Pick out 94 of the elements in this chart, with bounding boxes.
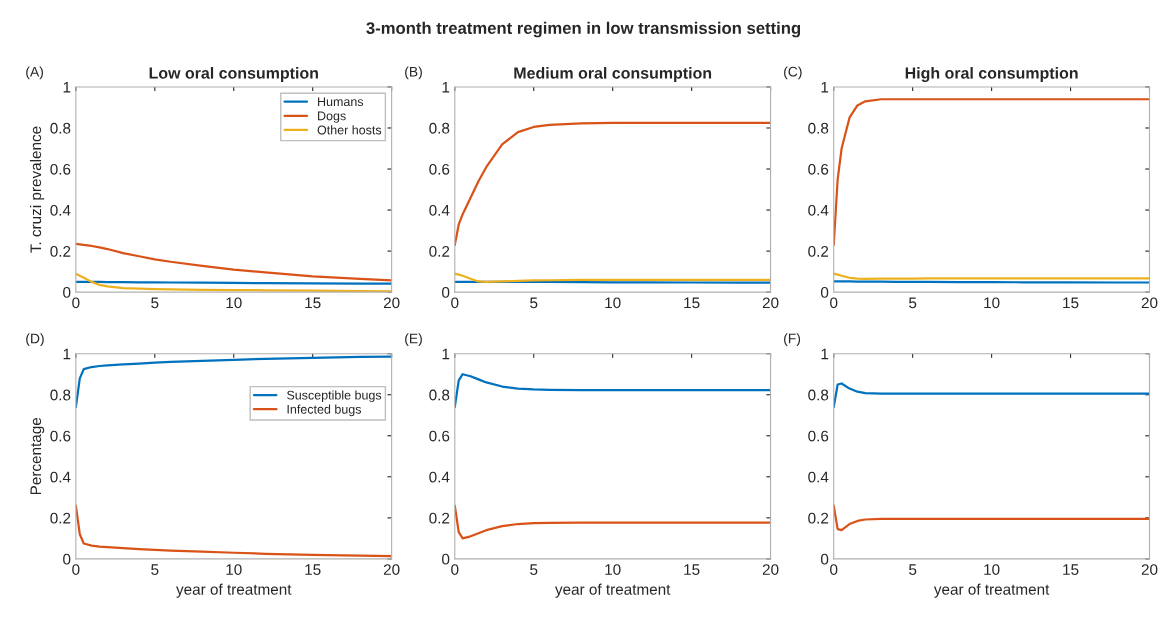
y-tick-label: 0 bbox=[442, 553, 450, 565]
text: (E) bbox=[405, 333, 422, 347]
text: (A) bbox=[26, 66, 43, 80]
y-tick-label: 1 bbox=[442, 348, 450, 360]
x-tick-label: 15 bbox=[305, 297, 321, 309]
y-tick-label: 0.8 bbox=[429, 389, 450, 401]
text: (F) bbox=[784, 333, 801, 347]
y-tick-label: 1 bbox=[821, 348, 829, 360]
x-tick-label: 20 bbox=[762, 297, 779, 309]
line-series bbox=[454, 373, 771, 409]
chart-title: Medium oral consumption bbox=[514, 67, 712, 82]
y-tick-label: 1 bbox=[63, 81, 71, 93]
x-tick-label: 5 bbox=[530, 564, 538, 575]
line-series bbox=[454, 504, 771, 540]
x-tick-label: 0 bbox=[451, 564, 459, 575]
y-axis-title: T. cruzi prevalence bbox=[29, 126, 45, 253]
y-tick-label: 0.8 bbox=[429, 122, 450, 134]
y-tick-label: 0 bbox=[63, 287, 71, 298]
y-tick-label: 0.8 bbox=[808, 122, 829, 134]
x-tick-label: 20 bbox=[383, 564, 400, 575]
x-tick-label: 20 bbox=[1141, 297, 1158, 309]
x-tick-label: 10 bbox=[226, 297, 242, 309]
x-tick-label: 0 bbox=[451, 297, 459, 309]
line-series bbox=[833, 98, 1150, 247]
x-tick-label: 10 bbox=[984, 564, 1000, 575]
chart-title: Low oral consumption bbox=[149, 67, 318, 82]
y-tick-label: 0.4 bbox=[50, 204, 71, 216]
x-tick-label: 5 bbox=[909, 297, 917, 309]
x-tick-label: 0 bbox=[830, 297, 838, 309]
y-tick-label: 0.8 bbox=[808, 389, 829, 401]
y-tick-label: 0.6 bbox=[50, 163, 71, 175]
y-tick-label: 0 bbox=[820, 287, 829, 298]
x-tick-label: 0 bbox=[72, 564, 80, 575]
x-tick-label: 20 bbox=[1141, 564, 1158, 575]
legend-label: Dogs bbox=[318, 111, 346, 123]
y-tick-label: 0.4 bbox=[808, 471, 829, 483]
x-axis-title: year of treatment bbox=[554, 583, 671, 598]
y-axis-title: Percentage bbox=[30, 417, 45, 495]
y-tick-label: 0.6 bbox=[50, 430, 71, 442]
y-tick-label: 0.2 bbox=[808, 245, 829, 257]
y-tick-label: 0 bbox=[63, 553, 71, 565]
x-tick-label: 0 bbox=[830, 564, 838, 575]
y-tick-label: 1 bbox=[442, 81, 450, 93]
x-tick-label: 5 bbox=[151, 564, 159, 575]
x-tick-label: 15 bbox=[305, 564, 321, 575]
x-tick-label: 10 bbox=[605, 564, 621, 575]
x-tick-label: 15 bbox=[1063, 564, 1079, 575]
y-tick-label: 0.4 bbox=[429, 204, 450, 216]
line-series bbox=[75, 242, 392, 282]
x-axis-title: year of treatment bbox=[933, 583, 1050, 598]
x-tick-label: 5 bbox=[530, 297, 538, 309]
y-tick-label: 0.4 bbox=[808, 204, 829, 216]
x-tick-label: 10 bbox=[984, 297, 1000, 309]
y-tick-label: 1 bbox=[63, 348, 71, 360]
text: (D) bbox=[26, 333, 44, 347]
x-tick-label: 15 bbox=[1063, 297, 1079, 309]
y-tick-label: 0.6 bbox=[808, 163, 829, 175]
x-tick-label: 5 bbox=[151, 297, 159, 309]
line-series bbox=[454, 272, 771, 283]
x-tick-label: 10 bbox=[226, 564, 242, 575]
y-tick-label: 0 bbox=[442, 287, 450, 298]
line-series bbox=[833, 382, 1150, 409]
x-tick-label: 0 bbox=[72, 297, 80, 309]
line-series bbox=[833, 504, 1150, 532]
y-tick-label: 0.6 bbox=[429, 163, 450, 175]
line-series bbox=[454, 121, 771, 247]
legend-label: Humans bbox=[318, 97, 364, 107]
x-tick-label: 20 bbox=[383, 297, 400, 309]
y-tick-label: 0.2 bbox=[50, 512, 71, 524]
x-axis-title: year of treatment bbox=[176, 583, 292, 598]
x-tick-label: 15 bbox=[684, 297, 700, 309]
x-tick-label: 20 bbox=[762, 564, 779, 575]
x-tick-label: 15 bbox=[684, 564, 700, 575]
y-tick-label: 0.4 bbox=[50, 471, 71, 483]
y-tick-label: 0.2 bbox=[808, 512, 829, 524]
legend-label: Infected bugs bbox=[287, 404, 362, 417]
y-tick-label: 0.8 bbox=[50, 122, 71, 134]
legend-label: Susceptible bugs bbox=[287, 390, 382, 403]
chart-title: High oral consumption bbox=[905, 67, 1078, 82]
text: (B) bbox=[405, 66, 422, 80]
text: 3-month treatment regimen in low transmission setting bbox=[366, 21, 801, 38]
y-tick-label: 0.6 bbox=[429, 430, 450, 442]
x-tick-label: 5 bbox=[909, 564, 917, 575]
y-tick-label: 0.2 bbox=[50, 245, 71, 257]
y-tick-label: 0.2 bbox=[429, 512, 450, 524]
y-tick-label: 0.8 bbox=[50, 389, 71, 401]
text: (C) bbox=[784, 66, 802, 80]
y-tick-label: 1 bbox=[821, 81, 829, 93]
x-tick-label: 10 bbox=[605, 297, 621, 309]
y-tick-label: 0.4 bbox=[429, 471, 450, 483]
y-tick-label: 0.2 bbox=[429, 245, 450, 257]
y-tick-label: 0.6 bbox=[808, 430, 829, 442]
y-tick-label: 0 bbox=[820, 553, 829, 565]
legend-label: Other hosts bbox=[317, 125, 382, 135]
